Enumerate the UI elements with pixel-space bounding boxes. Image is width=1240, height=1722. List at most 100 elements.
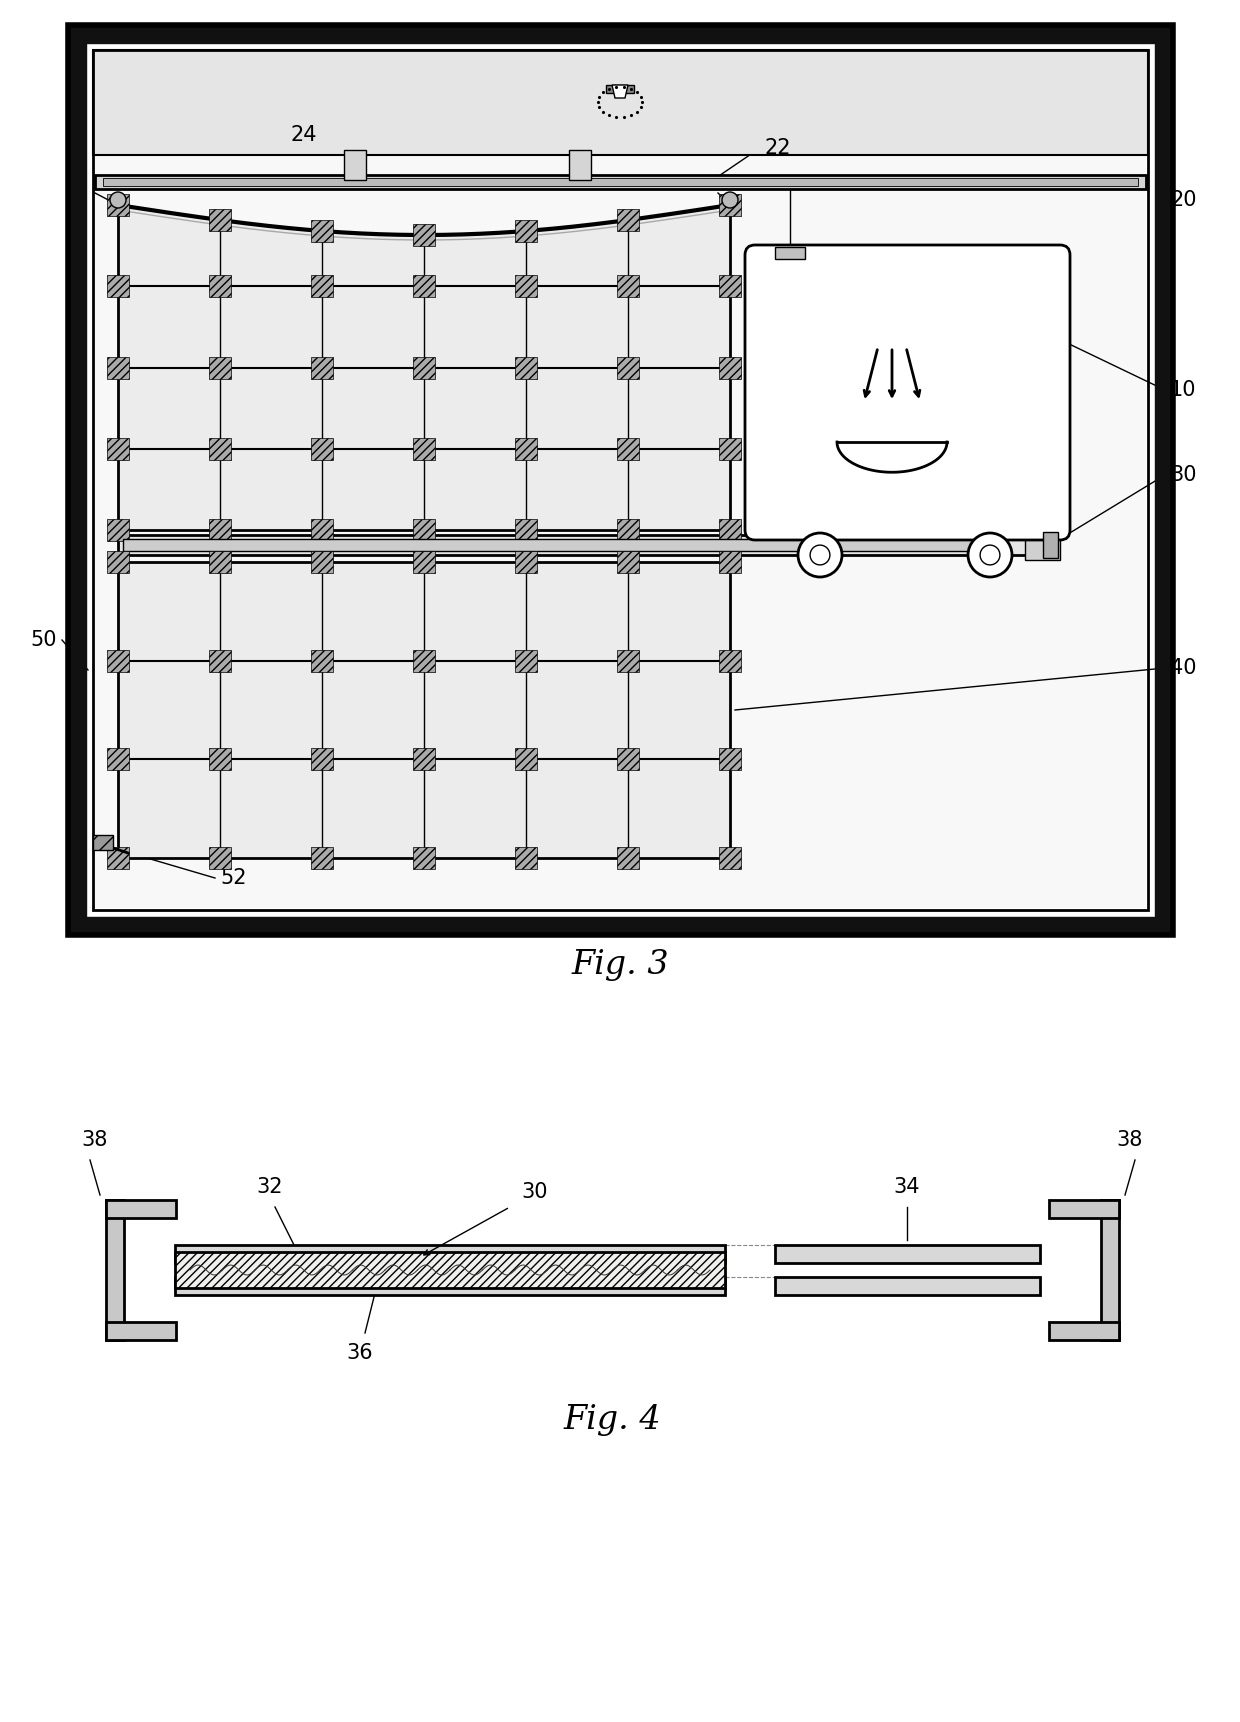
Bar <box>775 1245 1040 1262</box>
Bar <box>515 437 537 460</box>
Text: 30: 30 <box>522 1181 548 1202</box>
Bar <box>413 356 435 379</box>
Bar <box>1154 26 1173 935</box>
FancyBboxPatch shape <box>745 245 1070 541</box>
Bar <box>618 551 639 573</box>
Bar <box>210 276 231 298</box>
Bar <box>311 551 334 573</box>
Bar <box>210 437 231 460</box>
Text: Fig. 3: Fig. 3 <box>572 949 668 982</box>
Bar <box>719 749 742 770</box>
Bar <box>1101 1200 1118 1340</box>
Bar <box>123 539 999 551</box>
Bar <box>719 437 742 460</box>
Bar <box>118 536 1055 554</box>
Bar <box>93 835 113 851</box>
Circle shape <box>110 191 126 208</box>
Bar <box>105 1200 176 1217</box>
Bar <box>93 50 1148 155</box>
Bar <box>413 276 435 298</box>
Bar <box>210 356 231 379</box>
Bar <box>719 847 742 870</box>
Bar <box>175 1245 725 1262</box>
Bar <box>68 26 1173 43</box>
Bar <box>618 208 639 231</box>
Bar <box>618 276 639 298</box>
Bar <box>775 246 805 258</box>
Bar <box>311 649 334 672</box>
Text: 32: 32 <box>257 1178 283 1197</box>
Bar <box>107 276 129 298</box>
Bar <box>311 276 334 298</box>
Bar <box>775 1278 1040 1295</box>
Bar <box>311 749 334 770</box>
Bar <box>107 551 129 573</box>
Text: 30: 30 <box>1171 465 1197 486</box>
Bar <box>1049 1200 1118 1217</box>
Bar <box>719 195 742 215</box>
Bar <box>68 26 86 935</box>
Text: 38: 38 <box>82 1130 108 1150</box>
Bar <box>107 437 129 460</box>
Text: 52: 52 <box>219 868 247 889</box>
Bar <box>343 150 366 181</box>
Bar <box>107 847 129 870</box>
Text: 24: 24 <box>290 126 316 145</box>
Bar <box>618 437 639 460</box>
Text: 36: 36 <box>347 1343 373 1364</box>
Bar <box>413 437 435 460</box>
Bar <box>515 356 537 379</box>
Bar <box>175 1278 725 1295</box>
Bar <box>413 518 435 541</box>
Bar <box>618 356 639 379</box>
Text: 20: 20 <box>1171 189 1197 210</box>
Bar <box>618 749 639 770</box>
Bar <box>606 84 634 93</box>
Bar <box>210 518 231 541</box>
Bar <box>569 150 591 181</box>
Bar <box>311 518 334 541</box>
Bar <box>107 518 129 541</box>
Bar <box>210 847 231 870</box>
Text: Fig. 4: Fig. 4 <box>563 1403 661 1436</box>
Bar <box>413 749 435 770</box>
Text: 40: 40 <box>1171 658 1197 678</box>
Bar <box>413 224 435 246</box>
Bar <box>515 551 537 573</box>
Bar <box>618 847 639 870</box>
Bar <box>105 1322 176 1340</box>
Text: 10: 10 <box>1171 381 1197 400</box>
Circle shape <box>722 191 738 208</box>
Circle shape <box>799 534 842 577</box>
Circle shape <box>810 546 830 565</box>
Bar <box>105 1200 124 1340</box>
Bar <box>95 52 1146 907</box>
Circle shape <box>980 546 999 565</box>
Bar <box>103 177 1138 186</box>
Bar <box>719 649 742 672</box>
Bar <box>107 195 129 215</box>
Bar <box>515 220 537 243</box>
Bar <box>413 649 435 672</box>
Bar <box>1025 530 1060 560</box>
Bar <box>311 847 334 870</box>
Bar <box>107 749 129 770</box>
Bar <box>311 220 334 243</box>
Bar <box>210 208 231 231</box>
Bar <box>311 356 334 379</box>
Bar <box>210 649 231 672</box>
Bar <box>1049 1322 1118 1340</box>
Bar <box>311 437 334 460</box>
Bar <box>118 561 730 858</box>
Circle shape <box>968 534 1012 577</box>
Bar <box>515 847 537 870</box>
Bar <box>93 50 1148 909</box>
Bar <box>210 749 231 770</box>
Bar <box>719 551 742 573</box>
Polygon shape <box>613 84 627 98</box>
Bar <box>618 518 639 541</box>
Bar <box>107 356 129 379</box>
Text: 22: 22 <box>765 138 791 158</box>
Bar <box>515 649 537 672</box>
Polygon shape <box>118 205 730 530</box>
